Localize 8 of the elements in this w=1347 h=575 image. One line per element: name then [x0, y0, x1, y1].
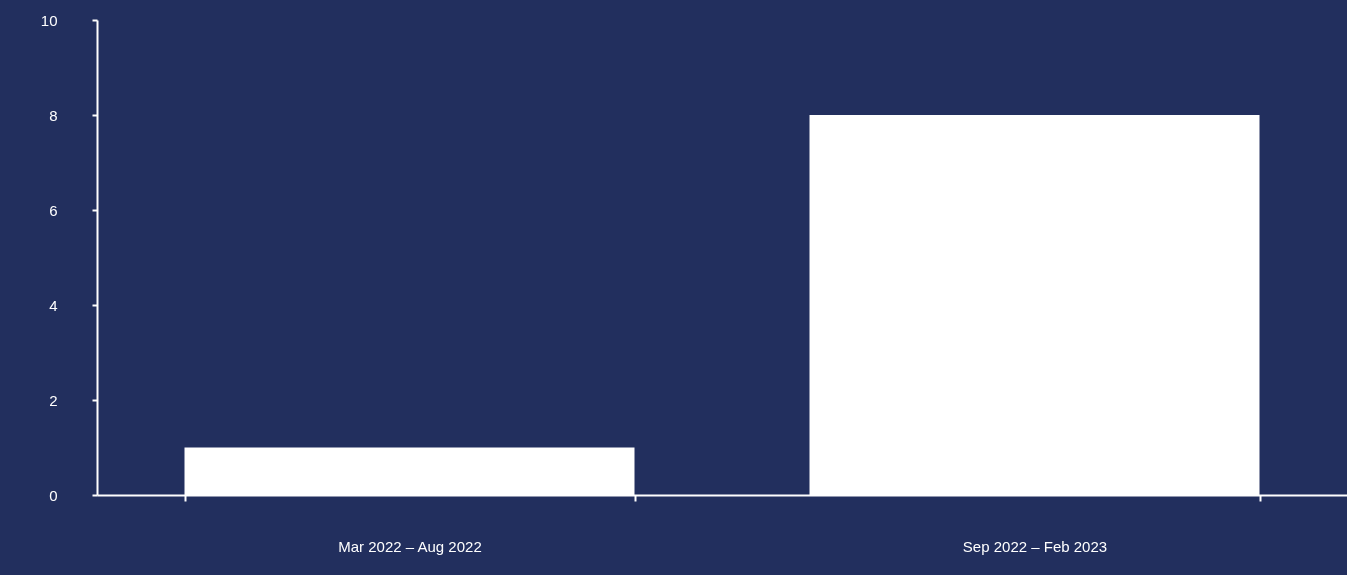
y-tick-label: 0 [49, 486, 58, 504]
y-tick-label: 4 [49, 296, 58, 314]
y-tick-label: 2 [49, 391, 58, 409]
x-tick-label: Sep 2022 – Feb 2023 [962, 537, 1108, 555]
y-tick-label: 10 [40, 11, 58, 29]
y-tick-label: 6 [49, 201, 58, 219]
x-tick-label: Mar 2022 – Aug 2022 [338, 537, 482, 555]
y-tick-label: 8 [49, 106, 58, 124]
